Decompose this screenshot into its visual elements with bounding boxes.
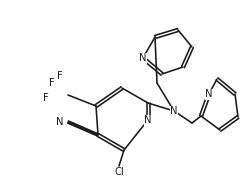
Text: F: F: [57, 71, 63, 81]
Text: Cl: Cl: [114, 167, 124, 177]
Text: N: N: [144, 115, 152, 125]
Text: N: N: [170, 106, 178, 116]
Text: F: F: [49, 78, 55, 88]
Text: F: F: [43, 93, 49, 103]
Text: N: N: [139, 53, 147, 63]
Text: N: N: [56, 117, 64, 127]
Text: N: N: [205, 89, 213, 99]
